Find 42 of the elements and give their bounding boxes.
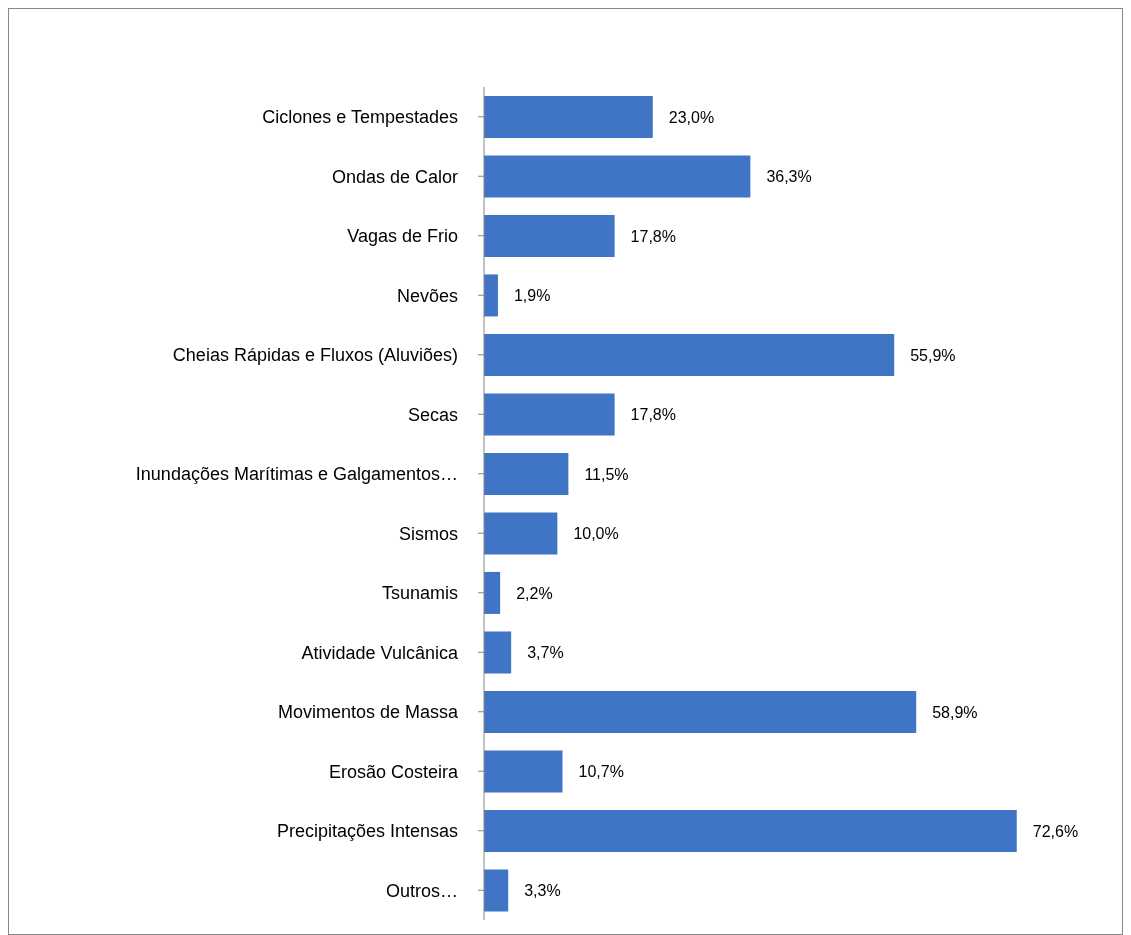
data-label: 3,7%: [527, 644, 564, 662]
y-tick-label: Atividade Vulcânica: [301, 642, 459, 663]
bar: [484, 452, 569, 495]
data-label: 58,9%: [932, 703, 978, 721]
data-label: 3,3%: [524, 882, 561, 900]
y-tick-label: Tsunamis: [381, 583, 458, 604]
y-tick-label: Cheias Rápidas e Fluxos (Aluviões): [172, 345, 458, 366]
y-tick-label: Erosão Costeira: [328, 761, 459, 782]
bar: [484, 631, 512, 674]
data-label: 10,0%: [573, 525, 619, 543]
bar: [484, 809, 1017, 852]
data-label: 1,9%: [513, 287, 551, 305]
bar: [484, 274, 498, 317]
data-label: 2,2%: [516, 584, 553, 602]
y-tick-label: Vagas de Frio: [347, 226, 458, 247]
data-label: 11,5%: [584, 465, 629, 483]
data-label: 17,8%: [630, 406, 676, 424]
bar: [484, 393, 615, 436]
y-tick-label: Sismos: [398, 523, 458, 544]
bar: [484, 869, 509, 912]
bar: [484, 214, 615, 257]
y-tick-label: Ondas de Calor: [331, 166, 458, 187]
data-label: 72,6%: [1032, 822, 1079, 840]
data-label: 23,0%: [668, 108, 715, 126]
bar: [484, 571, 501, 614]
y-tick-label: Precipitações Intensas: [276, 821, 458, 842]
y-tick-label: Inundações Marítimas e Galgamentos…: [135, 464, 458, 485]
bar: [484, 155, 751, 198]
bar: [484, 750, 563, 793]
data-label: 17,8%: [630, 227, 676, 245]
y-tick-label: Secas: [407, 404, 458, 425]
y-tick-label: Nevões: [396, 285, 458, 306]
y-tick-label: Outros…: [385, 880, 458, 901]
data-label: 36,3%: [766, 168, 812, 186]
y-tick-label: Movimentos de Massa: [277, 702, 459, 723]
bar: [484, 512, 558, 555]
data-label: 55,9%: [910, 346, 956, 364]
bar: [484, 95, 653, 138]
bar: [484, 690, 917, 733]
bar: [484, 333, 895, 376]
data-label: 10,7%: [578, 763, 624, 781]
y-tick-label: Ciclones e Tempestades: [262, 107, 458, 128]
